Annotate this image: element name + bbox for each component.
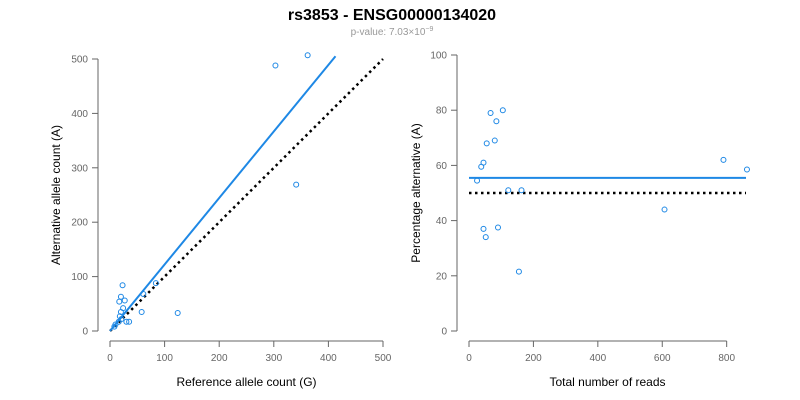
right-data-point — [518, 187, 525, 194]
right-data-point — [499, 107, 506, 114]
left-data-point — [138, 308, 145, 315]
left-fit-line — [109, 55, 337, 332]
right-y-axis-label: Percentage alternative (A) — [409, 123, 423, 262]
right-x-tick-label: 800 — [718, 353, 735, 364]
right-data-point — [494, 224, 501, 231]
left-data-point — [123, 318, 130, 325]
right-data-point — [491, 137, 498, 144]
right-x-axis-label: Total number of reads — [549, 375, 665, 389]
left-data-point — [117, 293, 124, 300]
right-y-tick-label: 100 — [430, 51, 447, 62]
right-x-tick-label: 400 — [589, 353, 606, 364]
left-data-point — [121, 297, 128, 304]
left-data-point — [126, 318, 133, 325]
left-data-point — [140, 291, 147, 298]
left-y-tick-label: 300 — [71, 163, 88, 174]
left-data-point — [111, 323, 118, 330]
left-data-point — [293, 181, 300, 188]
left-data-point — [272, 62, 279, 69]
right-data-point — [743, 166, 750, 173]
left-x-axis-label: Reference allele count (G) — [176, 375, 316, 389]
left-y-axis-label: Alternative allele count (A) — [49, 125, 63, 265]
right-data-point — [474, 177, 481, 184]
right-y-tick-label: 40 — [436, 216, 448, 227]
right-data-point — [483, 140, 490, 147]
left-y-tick-label: 100 — [71, 272, 88, 283]
left-y-tick-label: 500 — [71, 55, 88, 66]
left-data-point — [116, 298, 123, 305]
left-data-point — [119, 282, 126, 289]
right-x-tick-label: 600 — [654, 353, 671, 364]
figure-title: rs3853 - ENSG00000134020 — [288, 7, 496, 24]
left-data-point — [174, 310, 181, 317]
right-x-tick-label: 200 — [525, 353, 542, 364]
right-data-point — [661, 206, 668, 213]
left-x-tick-label: 0 — [107, 353, 113, 364]
left-data-point — [304, 52, 311, 59]
p-value-text: p-value: 7.03×10 — [351, 27, 426, 38]
left-x-tick-label: 200 — [211, 353, 228, 364]
right-data-point — [515, 268, 522, 275]
right-y-tick-label: 0 — [441, 327, 447, 338]
right-y-tick-label: 20 — [436, 271, 448, 282]
left-x-tick-label: 100 — [156, 353, 173, 364]
left-reference-line — [109, 58, 384, 332]
left-x-tick-label: 500 — [375, 353, 392, 364]
p-value-exponent: −9 — [425, 26, 433, 33]
right-data-point — [482, 234, 489, 241]
p-value-subtitle: p-value: 7.03×10−9 — [351, 26, 434, 38]
left-data-point — [152, 280, 159, 287]
right-data-point — [487, 109, 494, 116]
left-x-tick-label: 300 — [265, 353, 282, 364]
left-y-tick-label: 400 — [71, 109, 88, 120]
percentage-alternative-scatter-panel: 0 200 400 600 800 0 20 40 60 80 100 Total number of… — [409, 51, 750, 389]
right-data-point — [493, 118, 500, 125]
allele-count-scatter-panel: 0 100 200 300 400 500 0 100 200 300 400 500 Referenc… — [49, 52, 392, 389]
right-data-point — [505, 187, 512, 194]
left-y-tick-label: 200 — [71, 218, 88, 229]
right-data-point — [720, 156, 727, 163]
left-y-tick-label: 0 — [82, 327, 88, 338]
right-y-tick-label: 60 — [436, 161, 448, 172]
right-data-point — [480, 225, 487, 232]
right-x-tick-label: 0 — [466, 353, 472, 364]
right-data-point — [480, 159, 487, 166]
left-x-tick-label: 400 — [320, 353, 337, 364]
right-y-tick-label: 80 — [436, 106, 448, 117]
